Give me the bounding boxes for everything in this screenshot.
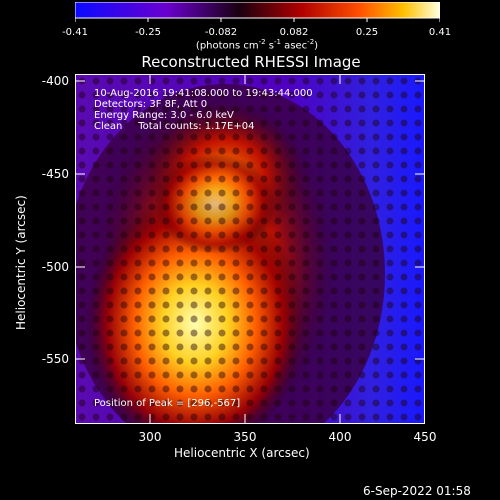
y-tick-label: -400 <box>41 74 69 88</box>
colorbar-tick: -0.25 <box>135 27 161 38</box>
x-axis-label: Heliocentric X (arcsec) <box>174 446 310 460</box>
energy-range-label: Energy Range: 3.0 - 6.0 keV <box>94 110 234 121</box>
colorbar <box>75 2 440 22</box>
time-range-label: 10-Aug-2016 19:41:08.000 to 19:43:44.000 <box>94 88 313 99</box>
generation-timestamp: 6-Sep-2022 01:58 <box>363 484 471 498</box>
x-tick-label: 350 <box>233 430 257 444</box>
y-tick-label: -450 <box>41 167 69 181</box>
plot-frame <box>75 74 425 424</box>
colorbar-tick: -0.082 <box>204 27 238 38</box>
colorbar-tick: 0.082 <box>279 27 309 38</box>
rhessi-image <box>75 74 425 424</box>
y-tick-marks <box>75 80 425 360</box>
x-tick-label: 300 <box>138 430 162 444</box>
x-tick-marks <box>149 74 341 424</box>
image-title: Reconstructed RHESSI Image <box>141 53 361 71</box>
detectors-label: Detectors: 3F 8F, Att 0 <box>94 99 208 110</box>
colorbar-tick: -0.41 <box>62 27 88 38</box>
clean-artifact-pattern <box>75 74 425 424</box>
colorbar-unit-label: (photons cm-2 s-1 asec-2) <box>195 38 319 52</box>
y-tick-label: -550 <box>41 352 69 366</box>
y-tick-label: -500 <box>41 260 69 274</box>
x-tick-label: 400 <box>328 430 352 444</box>
colorbar-tick: 0.41 <box>428 27 452 38</box>
y-axis-label: Heliocentric Y (arcsec) <box>14 195 28 330</box>
colorbar-gradient <box>75 2 440 19</box>
clean-counts-label: Clean Total counts: 1.17E+04 <box>94 121 255 132</box>
peak-position-label: Position of Peak = [296,-567] <box>94 398 241 409</box>
colorbar-tick: 0.25 <box>355 27 379 38</box>
x-tick-label: 450 <box>413 430 437 444</box>
